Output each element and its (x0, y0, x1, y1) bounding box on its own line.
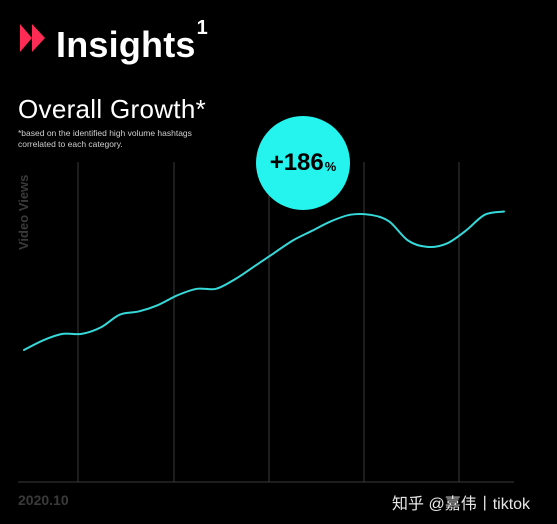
growth-value: +186 (269, 149, 324, 176)
chart-title: Overall Growth* (18, 94, 206, 124)
header: Insights1 (18, 16, 208, 67)
footnote-line-2: correlated to each category. (18, 139, 123, 149)
brand-title: Insights1 (56, 17, 208, 65)
y-axis-label: Video Views (16, 174, 31, 250)
play-logo-icon (20, 24, 45, 52)
series-line-video-views (23, 210, 505, 351)
x-axis-start-label: 2020.10 (18, 492, 69, 508)
footnote-line-1: *based on the identified high volume has… (18, 128, 192, 138)
watermark: 知乎 @嘉伟丨tiktok (392, 496, 531, 513)
chart-footnote: *based on the identified high volume has… (18, 128, 258, 150)
brand-superscript: 1 (196, 17, 208, 39)
growth-badge: +186% (256, 116, 350, 210)
growth-unit: % (324, 158, 337, 174)
